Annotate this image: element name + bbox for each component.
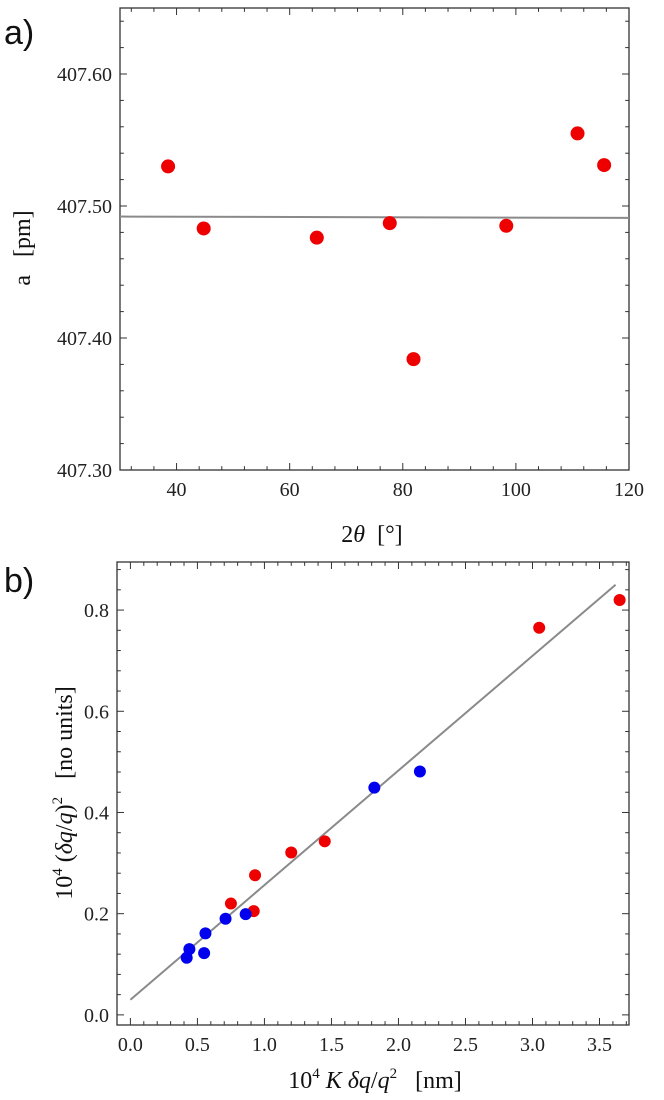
x-tick-label: 1.0 — [252, 1034, 277, 1056]
x-tick-label: 3.5 — [587, 1034, 612, 1056]
x-tick-label: 2.0 — [386, 1034, 411, 1056]
data-point-red — [249, 869, 262, 882]
x-tick-label: 1.5 — [319, 1034, 344, 1056]
y-tick-label: 407.60 — [57, 64, 112, 86]
data-point-data — [309, 230, 324, 245]
y-tick-label: 407.50 — [57, 196, 112, 218]
data-point-blue — [239, 908, 252, 921]
y-tick-label: 0.2 — [84, 904, 109, 926]
y-tick-label: 0.8 — [84, 600, 109, 622]
panel-a-label: a) — [4, 14, 34, 52]
data-point-red — [285, 846, 298, 859]
panel-a-ylabel: a[pm] — [10, 210, 36, 285]
x-tick-label: 0.0 — [118, 1034, 143, 1056]
data-point-red — [318, 835, 331, 848]
data-point-data — [499, 218, 514, 233]
data-point-data — [161, 159, 176, 174]
data-point-blue — [413, 765, 426, 778]
x-tick-label: 80 — [393, 479, 413, 501]
data-point-data — [382, 216, 397, 231]
x-tick-label: 40 — [167, 479, 187, 501]
panel-a-frame — [119, 7, 630, 471]
data-point-data — [597, 158, 612, 173]
y-tick-label: 0.4 — [84, 802, 109, 824]
data-point-red — [533, 621, 546, 634]
x-tick-label: 120 — [614, 479, 644, 501]
data-point-red — [613, 593, 626, 606]
y-tick-label: 0.6 — [84, 701, 109, 723]
y-tick-label: 407.30 — [57, 460, 112, 482]
data-point-red — [224, 897, 237, 910]
fit-line — [119, 215, 630, 219]
data-point-blue — [183, 943, 196, 956]
y-tick-label: 407.40 — [57, 328, 112, 350]
x-tick-label: 3.0 — [520, 1034, 545, 1056]
panel-a: a) 40 60 80 100 120407.30407.40407.50407.60 … — [4, 7, 644, 548]
data-point-blue — [199, 927, 212, 940]
data-point-data — [196, 221, 211, 236]
panel-b-label: b) — [4, 562, 34, 600]
panel-b-xlabel: 104 K δq/q2 [nm] — [288, 1066, 462, 1094]
panel-b-ylabel: 104(δq/q)2[no units] — [50, 686, 78, 900]
panel-b: b) 0.0 0.5 1.0 1.5 2.0 2.5 3.0 3.5 0.0 0.2 0.4 0.6 0… — [4, 561, 630, 1094]
x-tick-label: 0.5 — [185, 1034, 210, 1056]
data-point-data — [570, 126, 585, 141]
panel-b-frame — [116, 561, 630, 1026]
panel-a-xlabel: 2θ [°] — [341, 522, 402, 548]
x-tick-label: 2.5 — [453, 1034, 478, 1056]
x-tick-label: 60 — [280, 479, 300, 501]
y-tick-label: 0.0 — [84, 1005, 109, 1027]
data-point-blue — [368, 781, 381, 794]
x-tick-label: 100 — [501, 479, 531, 501]
data-point-blue — [198, 947, 211, 960]
data-point-blue — [219, 912, 232, 925]
data-point-data — [406, 352, 421, 367]
